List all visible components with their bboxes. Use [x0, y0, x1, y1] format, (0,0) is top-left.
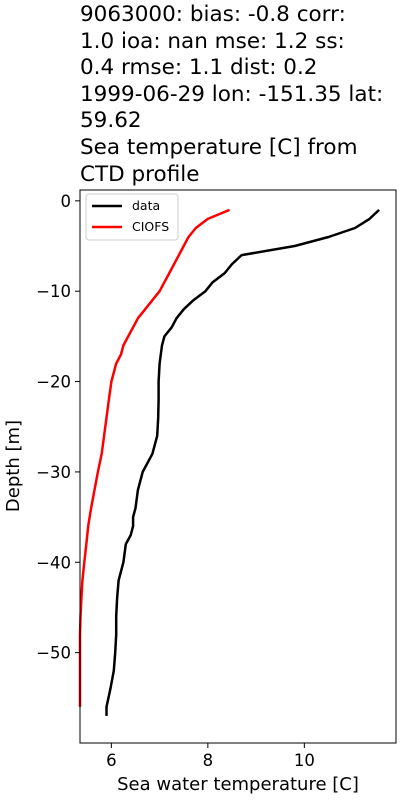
y-tick-label: −20 — [36, 373, 71, 392]
x-tick-label: 8 — [203, 751, 214, 770]
x-tick-label: 10 — [294, 751, 315, 770]
series-line-data — [105, 208, 380, 716]
x-axis-label: Sea water temperature [C] — [117, 774, 359, 795]
series-layer — [78, 208, 380, 716]
title-line: 1999-06-29 lon: -151.35 lat: — [80, 81, 384, 107]
title-line: 9063000: bias: -0.8 corr: — [80, 2, 346, 27]
y-tick-label: 0 — [61, 192, 72, 211]
plot-frame — [79, 189, 397, 744]
legend-label-ciofs: CIOFS — [132, 219, 169, 234]
series-line-ciofs — [78, 208, 231, 707]
chart-title: 9063000: bias: -0.8 corr: 1.0 ioa: nan m… — [80, 2, 398, 188]
title-line: 1.0 ioa: nan mse: 1.2 ss: — [80, 28, 345, 54]
y-tick-label: −10 — [36, 282, 71, 301]
y-tick-label: −30 — [36, 463, 71, 482]
legend: data CIOFS — [85, 193, 179, 241]
x-tick-label: 6 — [106, 751, 117, 770]
legend-label-data: data — [132, 198, 160, 213]
title-line: 0.4 rmse: 1.1 dist: 0.2 — [80, 55, 318, 81]
y-tick-label: −50 — [36, 644, 71, 663]
y-tick-label: −40 — [36, 553, 71, 572]
y-axis-label: Depth [m] — [3, 420, 24, 512]
title-line: CTD profile — [80, 161, 200, 187]
ticks-layer: 6 8 10 0 −10 −20 −30 −40 −50 — [36, 192, 315, 770]
title-line: Sea temperature [C] from — [80, 134, 358, 160]
title-line: 59.62 — [80, 108, 142, 134]
